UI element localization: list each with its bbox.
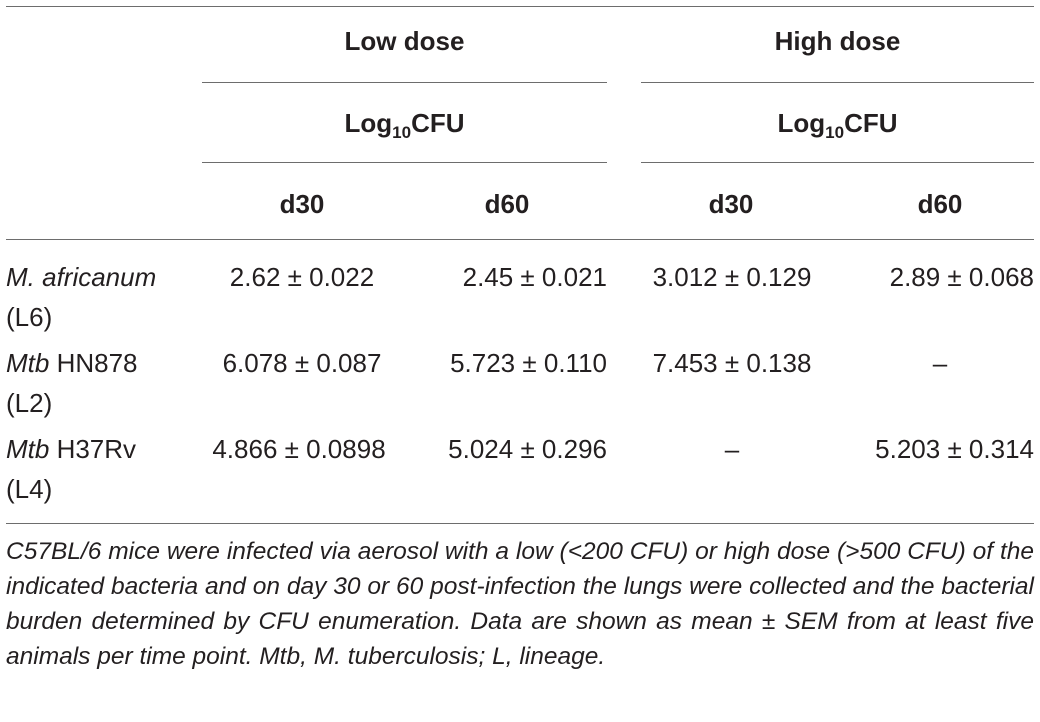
low-dose-rule xyxy=(202,82,607,83)
row-label: Mtb H37Rv xyxy=(6,434,137,464)
row-lineage: (L4) xyxy=(6,474,53,504)
day-header-high-d30: d30 xyxy=(708,189,754,219)
row-lineage: (L2) xyxy=(6,388,53,418)
row-lineage: (L6) xyxy=(6,302,53,332)
day-header-high-d60: d60 xyxy=(917,189,963,219)
day-header-low-d30: d30 xyxy=(279,189,325,219)
row-label: Mtb HN878 xyxy=(6,348,138,378)
table-cell: 2.62 ± 0.022 xyxy=(229,262,375,292)
table-cell: 6.078 ± 0.087 xyxy=(222,348,382,378)
high-dose-rule xyxy=(641,82,1034,83)
low-dose-unit-rule xyxy=(202,162,607,163)
unit-header-low-dose: Log10CFU xyxy=(344,108,465,142)
table-cell: 3.012 ± 0.129 xyxy=(652,262,812,292)
table-bottom-rule xyxy=(6,523,1034,524)
header-bottom-rule xyxy=(6,239,1034,240)
group-header-low-dose: Low dose xyxy=(344,26,465,56)
table-cell: 5.024 ± 0.296 xyxy=(448,434,607,464)
unit-header-high-dose: Log10CFU xyxy=(777,108,898,142)
group-header-high-dose: High dose xyxy=(774,26,901,56)
table-cell: 2.89 ± 0.068 xyxy=(889,262,1034,292)
table-cell: 7.453 ± 0.138 xyxy=(652,348,812,378)
table-cell: – xyxy=(932,348,948,378)
table-footnote: C57BL/6 mice were infected via aerosol w… xyxy=(6,538,1034,670)
day-header-low-d60: d60 xyxy=(484,189,530,219)
table-top-rule xyxy=(6,6,1034,7)
table-cell: 5.203 ± 0.314 xyxy=(875,434,1034,464)
high-dose-unit-rule xyxy=(641,162,1034,163)
row-label: M. africanum xyxy=(6,262,157,292)
table-cell: 2.45 ± 0.021 xyxy=(462,262,607,292)
table-cell: 5.723 ± 0.110 xyxy=(450,348,607,378)
table-cell: 4.866 ± 0.0898 xyxy=(212,434,386,464)
table-cell: – xyxy=(724,434,740,464)
